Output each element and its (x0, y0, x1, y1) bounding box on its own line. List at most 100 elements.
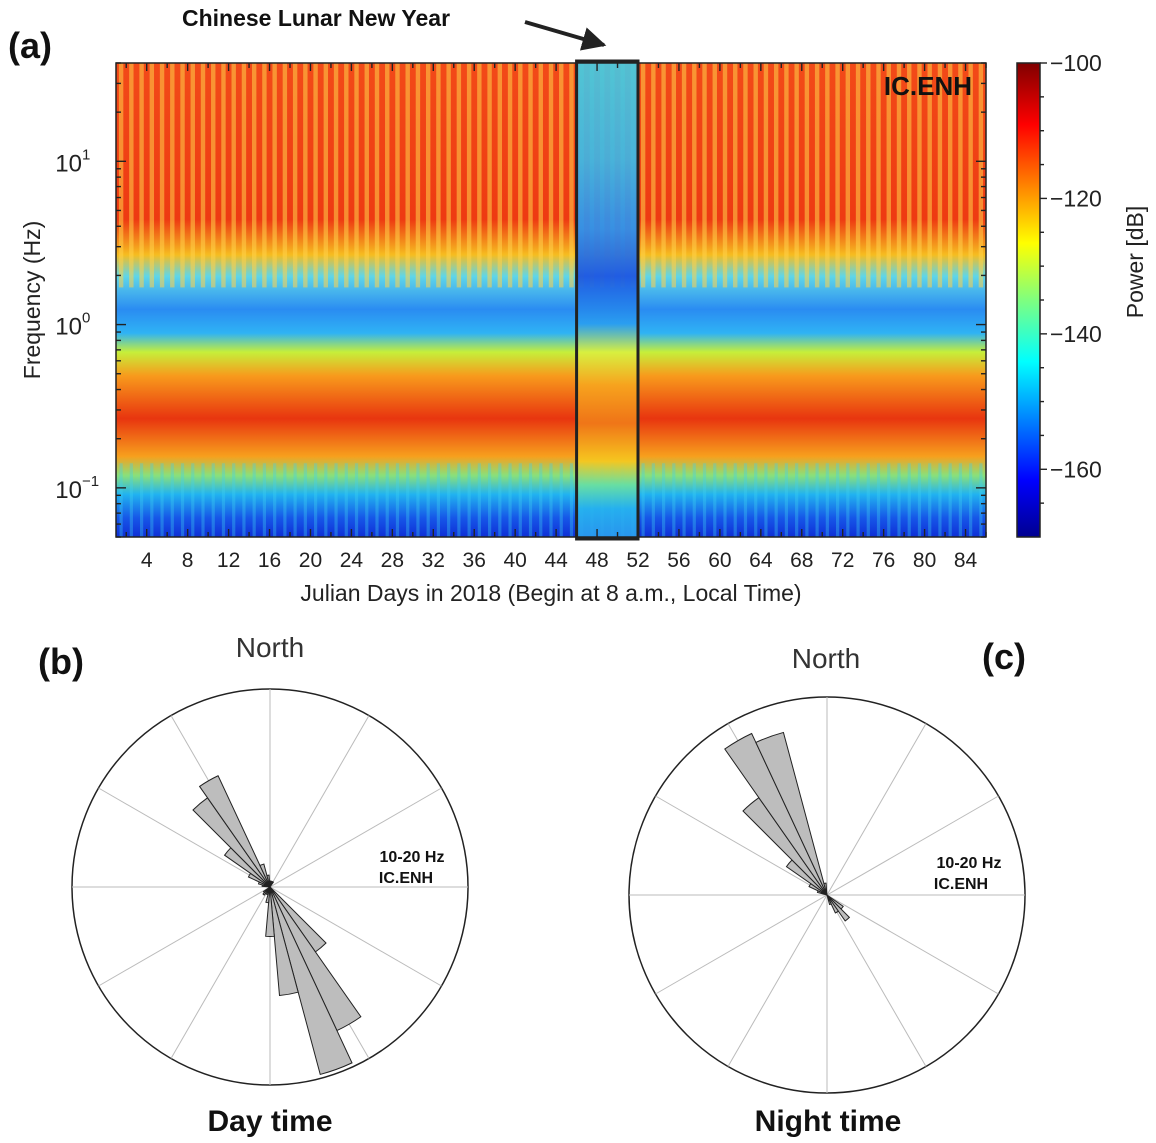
day-stripe-upper (702, 63, 707, 288)
day-stripe-lower (948, 463, 952, 537)
day-stripe-upper (640, 63, 646, 288)
day-stripe-upper (405, 63, 410, 288)
rose-petal (826, 894, 840, 914)
y-tick-exponent: 1 (82, 146, 90, 163)
day-stripe-upper (845, 63, 851, 288)
day-stripe-upper (333, 63, 339, 288)
day-stripe-lower (395, 463, 400, 537)
rose-petal (269, 886, 353, 1076)
x-tick-label: 12 (217, 549, 240, 572)
day-stripe-lower (938, 463, 942, 537)
day-stripe-lower (672, 463, 676, 537)
y-tick-label: 10 (55, 314, 82, 341)
day-stripe-upper (292, 63, 298, 288)
x-tick-label: 44 (544, 549, 568, 572)
x-tick-label: 40 (503, 549, 526, 572)
rose-petal (262, 886, 271, 894)
day-stripe-upper (917, 63, 922, 288)
day-stripe-lower (825, 463, 829, 537)
day-stripe-lower (876, 463, 881, 537)
day-stripe-upper (129, 63, 134, 288)
day-stripe-lower (252, 463, 256, 537)
colorbar-tick-label: −120 (1050, 185, 1102, 211)
day-stripe-upper (231, 63, 236, 288)
day-stripe-upper (681, 63, 687, 288)
day-stripe-lower (477, 463, 481, 537)
spectrogram-stripes (118, 63, 984, 537)
day-stripe-upper (241, 63, 247, 288)
day-stripe-upper (712, 63, 717, 288)
x-axis-ticks: 4 8 12 16 20 24 28 32 36 40 44 48 52 56 60 64 68 72 76 80 84 (125, 63, 987, 572)
day-stripe-upper (303, 63, 308, 288)
day-stripe-upper (497, 63, 503, 288)
day-stripe-upper (385, 63, 390, 288)
rose-petal (823, 882, 828, 896)
day-stripe-lower (958, 463, 963, 537)
day-stripe-upper (733, 63, 738, 288)
day-stripe-upper (518, 63, 523, 288)
rose-petal (269, 880, 275, 888)
day-stripe-upper (436, 63, 441, 288)
y-tick-label: 10 (55, 150, 82, 177)
day-stripe-lower (835, 463, 840, 537)
day-stripe-upper (947, 63, 953, 288)
day-stripe-lower (764, 463, 768, 537)
day-stripe-lower (539, 463, 543, 537)
day-stripe-upper (855, 63, 861, 288)
colorbar-tick-label: −140 (1050, 321, 1102, 347)
day-stripe-lower (969, 463, 973, 537)
day-stripe-upper (323, 63, 329, 288)
annotation-label: Chinese Lunar New Year (182, 5, 450, 31)
rose-petal (198, 775, 271, 888)
day-stripe-upper (251, 63, 257, 288)
day-stripe-upper (507, 63, 513, 288)
day-stripe-lower (232, 463, 236, 537)
day-stripe-upper (180, 63, 185, 288)
day-stripe-lower (447, 463, 451, 537)
day-stripe-upper (825, 63, 830, 288)
day-stripe-upper (354, 63, 359, 288)
day-stripe-lower (416, 463, 420, 537)
day-stripe-lower (682, 463, 686, 537)
day-stripe-lower (856, 463, 860, 537)
day-stripe-lower (928, 463, 932, 537)
y-tick-label: 10 (55, 477, 82, 504)
day-stripe-lower (150, 463, 154, 537)
day-stripe-lower (907, 463, 911, 537)
day-stripe-upper (313, 63, 318, 288)
day-stripe-lower (979, 463, 983, 537)
colorbar-ticks: −100 −120 −140 −160 (1040, 50, 1102, 504)
day-stripe-upper (456, 63, 462, 288)
day-stripe-lower (467, 463, 471, 537)
day-stripe-lower (344, 463, 348, 537)
x-tick-label: 68 (790, 549, 813, 572)
day-stripe-upper (794, 63, 799, 288)
day-stripe-upper (466, 63, 472, 288)
x-tick-label: 56 (667, 549, 690, 572)
day-stripe-lower (262, 463, 267, 537)
rose-petal (266, 874, 271, 888)
day-stripe-lower (180, 463, 185, 537)
day-stripe-upper (425, 63, 431, 288)
day-stripe-lower (191, 463, 195, 537)
day-stripe-lower (733, 463, 737, 537)
day-stripe-upper (661, 63, 666, 288)
day-stripe-upper (477, 63, 482, 288)
day-stripe-lower (170, 463, 174, 537)
day-stripe-upper (978, 63, 984, 288)
annotation-arrow (524, 20, 607, 51)
day-stripe-lower (487, 463, 492, 537)
day-stripe-upper (170, 63, 175, 288)
day-stripe-upper (374, 63, 380, 288)
colorbar-tick-label: −100 (1050, 50, 1102, 76)
day-stripe-upper (753, 63, 758, 288)
colorbar-tick-label: −160 (1050, 456, 1102, 482)
day-stripe-upper (773, 63, 779, 288)
x-tick-label: 24 (340, 549, 364, 572)
x-tick-label: 36 (463, 549, 486, 572)
day-stripe-lower (324, 463, 328, 537)
rose-petal (265, 886, 275, 938)
day-stripe-upper (876, 63, 881, 288)
